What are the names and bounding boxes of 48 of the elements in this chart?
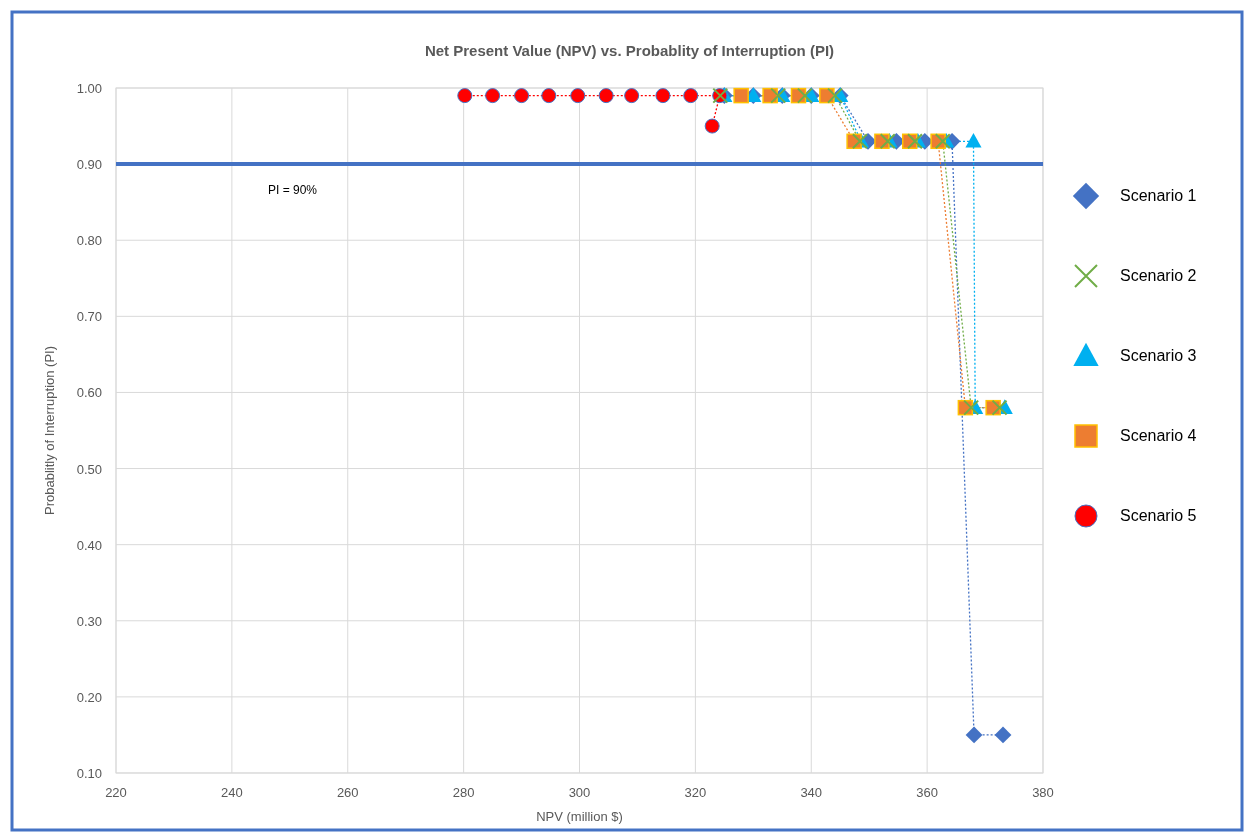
legend-label: Scenario 5	[1120, 507, 1197, 524]
point	[598, 88, 614, 104]
ref-line-label: PI = 90%	[268, 183, 318, 198]
y-tick-label: 1.00	[76, 81, 102, 96]
point	[733, 87, 749, 104]
x-axis-title: NPV (million $)	[536, 809, 623, 824]
y-tick-label: 0.60	[76, 385, 102, 401]
x-tick-label: 320	[684, 785, 707, 800]
point	[934, 133, 951, 150]
point	[965, 726, 983, 744]
y-tick-label: 0.90	[76, 157, 102, 173]
y-tick-label: 0.10	[76, 766, 102, 781]
x-tick-label: 220	[105, 785, 127, 800]
x-tick-label: 240	[221, 785, 243, 800]
legend-label: Scenario 2	[1120, 267, 1197, 284]
y-tick-label: 0.80	[76, 233, 102, 249]
x-tick-label: 260	[336, 785, 359, 800]
legend-label: Scenario 1	[1120, 187, 1197, 204]
x-tick-label: 280	[452, 785, 475, 800]
y-tick-label: 0.50	[76, 461, 102, 477]
point	[541, 88, 557, 104]
chart-title: Net Present Value (NPV) vs. Probablity of Interruption (PI)	[424, 42, 835, 59]
y-axis-title: Probablitly of Interruption (PI)	[42, 345, 57, 516]
y-tick-label: 0.40	[76, 537, 102, 553]
point	[796, 87, 813, 104]
y-tick-label: 0.20	[76, 689, 102, 705]
point	[624, 88, 640, 104]
x-tick-label: 300	[568, 785, 591, 800]
y-tick-label: 0.70	[76, 309, 102, 325]
point	[485, 88, 501, 104]
point	[963, 399, 980, 416]
y-tick-label: 0.30	[76, 613, 102, 629]
point	[570, 88, 586, 104]
legend-label: Scenario 3	[1120, 347, 1197, 364]
point	[994, 726, 1012, 744]
point	[770, 87, 787, 104]
point	[514, 88, 530, 104]
point	[704, 118, 720, 134]
legend-label: Scenario 4	[1120, 427, 1197, 444]
point	[965, 132, 982, 148]
x-tick-label: 380	[1032, 785, 1054, 800]
point	[683, 88, 699, 104]
x-tick-label: 360	[916, 785, 938, 800]
point	[827, 87, 843, 104]
point	[991, 399, 1008, 416]
x-tick-label: 340	[800, 785, 823, 800]
point	[457, 88, 473, 104]
point	[655, 88, 671, 104]
